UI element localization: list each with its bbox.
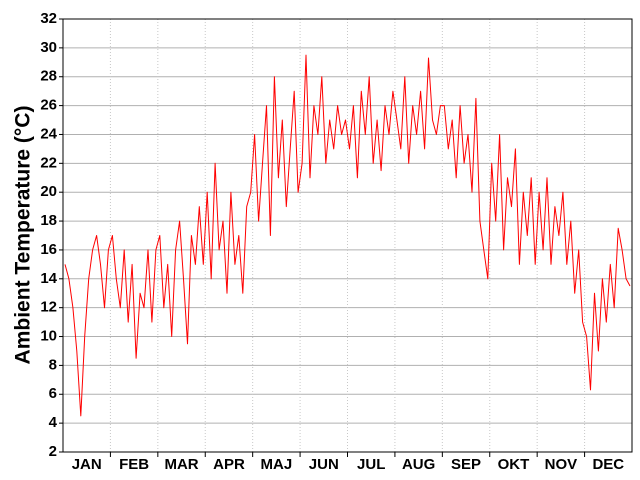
x-tick-label: MAJ bbox=[261, 456, 293, 473]
x-tick-label: AUG bbox=[402, 456, 435, 473]
y-tick-label: 12 bbox=[40, 299, 57, 316]
y-tick-label: 10 bbox=[40, 328, 57, 345]
temperature-line bbox=[64, 54, 631, 417]
x-tick-label: APR bbox=[213, 456, 245, 473]
y-tick-label: 2 bbox=[49, 443, 57, 460]
y-tick-label: 18 bbox=[40, 212, 57, 229]
x-tick-label: JUL bbox=[357, 456, 385, 473]
x-tick-label: JUN bbox=[309, 456, 339, 473]
plot-frame bbox=[62, 18, 633, 453]
y-tick-label: 32 bbox=[40, 10, 57, 27]
y-tick-label: 6 bbox=[49, 385, 57, 402]
x-tick-label: FEB bbox=[119, 456, 149, 473]
y-tick-label: 24 bbox=[40, 125, 57, 142]
x-tick-label: JAN bbox=[72, 456, 102, 473]
y-tick-label: 8 bbox=[49, 356, 57, 373]
x-tick-label: MAR bbox=[164, 456, 198, 473]
y-tick-label: 4 bbox=[49, 414, 58, 431]
y-axis-label: Ambient Temperature (°C) bbox=[12, 106, 35, 365]
y-tick-label: 16 bbox=[40, 241, 57, 258]
y-tick-label: 30 bbox=[40, 39, 57, 56]
x-tick-label: OKT bbox=[498, 456, 530, 473]
y-tick-label: 20 bbox=[40, 183, 57, 200]
x-tick-label: SEP bbox=[451, 456, 481, 473]
y-tick-label: 26 bbox=[40, 97, 57, 114]
y-tick-label: 28 bbox=[40, 68, 57, 85]
x-tick-label: NOV bbox=[545, 456, 578, 473]
y-tick-label: 14 bbox=[40, 270, 57, 287]
x-tick-label: DEC bbox=[592, 456, 624, 473]
y-tick-label: 22 bbox=[40, 154, 57, 171]
